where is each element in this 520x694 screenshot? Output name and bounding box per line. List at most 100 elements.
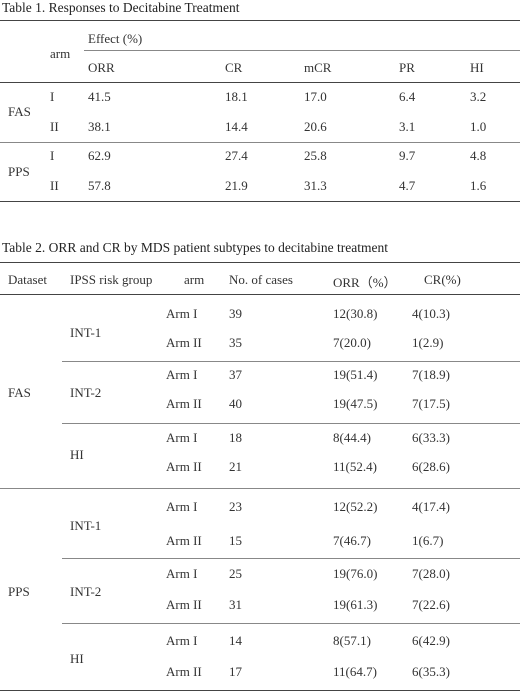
table2-arm: Arm I bbox=[166, 566, 198, 581]
table2-cases: 37 bbox=[229, 367, 242, 382]
table1-cell: 4.8 bbox=[470, 148, 487, 163]
table1-cell: 41.5 bbox=[88, 89, 111, 104]
table2-header-cases: No. of cases bbox=[229, 272, 293, 287]
table2-cases: 14 bbox=[229, 633, 242, 648]
table2-risk-group: INT-1 bbox=[70, 325, 102, 340]
table2-risk-group: INT-2 bbox=[70, 584, 102, 599]
table2-arm: Arm I bbox=[166, 633, 198, 648]
table2-cr: 1(2.9) bbox=[412, 335, 444, 350]
table2-header-rule bbox=[0, 294, 520, 295]
table2-orr: 19(76.0) bbox=[333, 566, 378, 581]
table1-col-orr: ORR bbox=[88, 60, 115, 75]
table2-arm: Arm I bbox=[166, 499, 198, 514]
table2-cr: 7(17.5) bbox=[412, 396, 450, 411]
table2-arm: Arm I bbox=[166, 430, 198, 445]
table2-risk-group: HI bbox=[70, 651, 84, 666]
table2-orr: 12(30.8) bbox=[333, 306, 378, 321]
table2-orr: 19(51.4) bbox=[333, 367, 378, 382]
table2-cases: 25 bbox=[229, 566, 242, 581]
table2-bottom-rule bbox=[0, 690, 520, 691]
table2-group-rule bbox=[62, 558, 520, 559]
table2-group-rule bbox=[62, 423, 520, 424]
table2-cr: 1(6.7) bbox=[412, 533, 444, 548]
table1-cell: 20.6 bbox=[304, 119, 327, 134]
table2-caption: Table 2. ORR and CR by MDS patient subty… bbox=[2, 240, 388, 255]
table1-col-hi: HI bbox=[470, 60, 484, 75]
table2-cr: 6(42.9) bbox=[412, 633, 450, 648]
table1-group-pps: PPS bbox=[8, 164, 30, 179]
table2-orr: 12(52.2) bbox=[333, 499, 378, 514]
table2-cr: 7(18.9) bbox=[412, 367, 450, 382]
table2-orr: 8(57.1) bbox=[333, 633, 371, 648]
table1-col-mcr: mCR bbox=[304, 60, 332, 75]
table2-risk-group: INT-1 bbox=[70, 518, 102, 533]
table2-header-cr: CR(%) bbox=[424, 272, 461, 287]
table1-cell: 4.7 bbox=[399, 178, 416, 193]
table1-caption: Table 1. Responses to Decitabine Treatme… bbox=[2, 0, 240, 15]
table1-cell: 3.2 bbox=[470, 89, 487, 104]
table2-cr: 4(10.3) bbox=[412, 306, 450, 321]
table2-risk-group: HI bbox=[70, 447, 84, 462]
table1-top-rule bbox=[0, 20, 520, 21]
table1-group-fas: FAS bbox=[8, 104, 31, 119]
table2-header-risk-group: IPSS risk group bbox=[70, 272, 153, 287]
table1-cell: 17.0 bbox=[304, 89, 327, 104]
table2-orr: 7(20.0) bbox=[333, 335, 371, 350]
table2-cases: 17 bbox=[229, 664, 242, 679]
table1-cell: 14.4 bbox=[225, 119, 248, 134]
table1-bottom-rule bbox=[0, 201, 520, 202]
table1-group-rule bbox=[0, 142, 520, 143]
table2-dataset-fas: FAS bbox=[8, 385, 31, 400]
table1-cell: 9.7 bbox=[399, 148, 416, 163]
table1-arm: I bbox=[50, 89, 55, 104]
table2-arm: Arm II bbox=[166, 664, 202, 679]
table2-cr: 6(28.6) bbox=[412, 459, 450, 474]
table1-col-cr: CR bbox=[225, 60, 243, 75]
table1-cell: 31.3 bbox=[304, 178, 327, 193]
table1-col-pr: PR bbox=[399, 60, 415, 75]
table2-header-dataset: Dataset bbox=[8, 272, 47, 287]
table1-arm: I bbox=[50, 148, 55, 163]
table2-cases: 35 bbox=[229, 335, 242, 350]
table1-cell: 21.9 bbox=[225, 178, 248, 193]
table2-orr: 8(44.4) bbox=[333, 430, 371, 445]
table1-cell: 62.9 bbox=[88, 148, 111, 163]
table1-cell: 1.6 bbox=[470, 178, 487, 193]
table2-top-rule bbox=[0, 262, 520, 263]
table2-orr: 7(46.7) bbox=[333, 533, 371, 548]
table1-cell: 27.4 bbox=[225, 148, 248, 163]
table2-cases: 15 bbox=[229, 533, 242, 548]
table2-cases: 21 bbox=[229, 459, 242, 474]
table2-group-rule bbox=[62, 361, 520, 362]
table2-cases: 40 bbox=[229, 396, 242, 411]
table2-arm: Arm I bbox=[166, 306, 198, 321]
table1-arm: II bbox=[50, 119, 59, 134]
table2-cases: 39 bbox=[229, 306, 242, 321]
table1-header-effect: Effect (%) bbox=[88, 31, 143, 46]
table2-header-arm: arm bbox=[184, 272, 205, 287]
table2-cases: 31 bbox=[229, 597, 242, 612]
table2-arm: Arm II bbox=[166, 533, 202, 548]
table1-cell: 25.8 bbox=[304, 148, 327, 163]
table1-cell: 38.1 bbox=[88, 119, 111, 134]
table1-effect-underline bbox=[84, 50, 520, 51]
table2-cases: 23 bbox=[229, 499, 242, 514]
table2-arm: Arm II bbox=[166, 459, 202, 474]
table1-cell: 57.8 bbox=[88, 178, 111, 193]
table2-orr: 11(64.7) bbox=[333, 664, 377, 679]
table1-cell: 1.0 bbox=[470, 119, 487, 134]
table2-dataset-rule bbox=[0, 488, 520, 489]
table2-cases: 18 bbox=[229, 430, 242, 445]
table1-cell: 3.1 bbox=[399, 119, 416, 134]
table1-header-rule bbox=[0, 82, 520, 83]
table1-cell: 6.4 bbox=[399, 89, 416, 104]
table2-arm: Arm II bbox=[166, 396, 202, 411]
table2-dataset-pps: PPS bbox=[8, 584, 30, 599]
table2-group-rule bbox=[62, 623, 520, 624]
table2-cr: 6(33.3) bbox=[412, 430, 450, 445]
table2-arm: Arm II bbox=[166, 597, 202, 612]
table2-orr: 19(61.3) bbox=[333, 597, 378, 612]
table2-orr: 11(52.4) bbox=[333, 459, 377, 474]
table2-header-orr: ORR（%） bbox=[333, 275, 397, 290]
table1-cell: 18.1 bbox=[225, 89, 248, 104]
